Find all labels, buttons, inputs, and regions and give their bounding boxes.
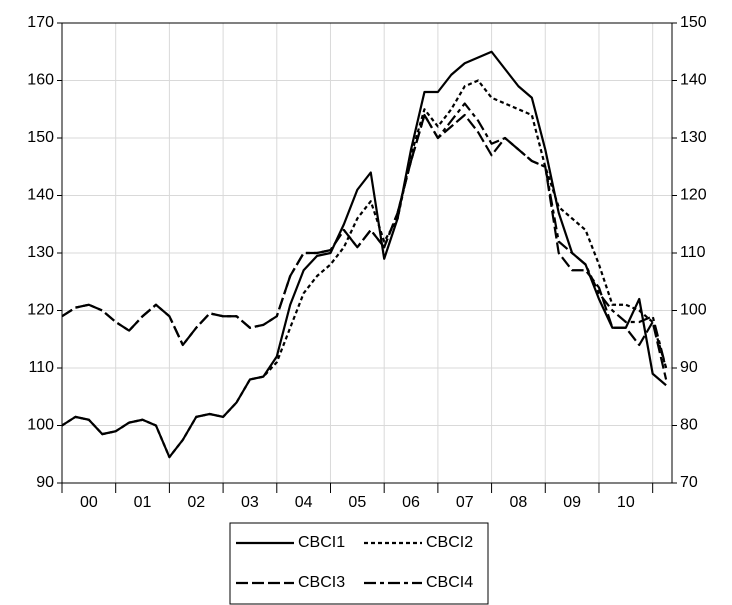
series-line [61, 102, 668, 369]
x-tick-label: 05 [348, 494, 366, 511]
y2-tick-label: 90 [680, 359, 698, 376]
x-tick-label: 10 [617, 494, 635, 511]
series-line [61, 113, 668, 380]
y-tick-label: 140 [27, 187, 54, 204]
grid [62, 22, 672, 484]
x-tick-label: 07 [456, 494, 474, 511]
y2-tick-label: 120 [680, 187, 707, 204]
y2-tick-label: 130 [680, 129, 707, 146]
y2-tick-label: 70 [680, 474, 698, 491]
x-tick-label: 09 [563, 494, 581, 511]
x-tick-label: 02 [187, 494, 205, 511]
lines [61, 50, 668, 459]
y-tick-label: 120 [27, 302, 54, 319]
y-tick-label: 110 [28, 359, 54, 376]
legend-label: CBCI3 [298, 574, 345, 591]
y-tick-label: 130 [27, 244, 54, 261]
y2-tick-label: 150 [680, 14, 707, 31]
x-tick-label: 03 [241, 494, 259, 511]
y2-tick-label: 100 [680, 302, 707, 319]
legend-label: CBCI4 [426, 574, 473, 591]
y-tick-label: 90 [36, 474, 54, 491]
x-tick-label: 00 [80, 494, 98, 511]
y-tick-label: 100 [27, 417, 54, 434]
legend-box [229, 522, 489, 605]
legend-label: CBCI1 [298, 534, 345, 551]
y2-tick-label: 110 [680, 244, 706, 261]
y-tick-label: 160 [27, 72, 54, 89]
x-tick-label: 08 [510, 494, 528, 511]
y2-tick-label: 140 [680, 72, 707, 89]
legend-label: CBCI2 [426, 534, 473, 551]
series-line [61, 79, 668, 459]
x-tick-label: 04 [295, 494, 313, 511]
y-tick-label: 170 [27, 14, 54, 31]
series-line [61, 50, 667, 459]
y-tick-label: 150 [27, 129, 54, 146]
x-tick-label: 06 [402, 494, 420, 511]
y2-tick-label: 80 [680, 417, 698, 434]
x-tick-label: 01 [134, 494, 152, 511]
